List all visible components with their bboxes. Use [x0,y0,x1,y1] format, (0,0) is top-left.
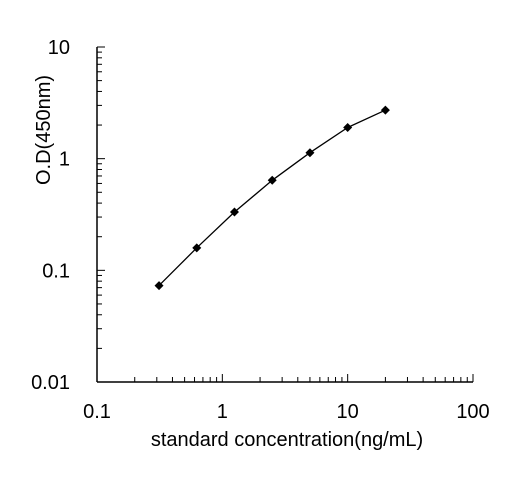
y-tick-label: 0.1 [42,260,70,282]
data-point-marker [267,175,277,185]
markers [154,105,390,291]
data-point-marker [380,105,390,115]
data-point-marker [192,243,202,253]
data-point-marker [154,281,164,291]
y-tick-label: 1 [59,149,70,171]
x-tick-label: 100 [456,401,489,423]
y-ticks [97,46,105,383]
data-point-marker [343,123,353,133]
x-tick-label: 10 [337,401,359,423]
y-tick-label: 0.01 [31,372,70,394]
x-tick-label: 1 [217,401,228,423]
x-axis-label: standard concentration(ng/mL) [151,429,423,451]
axes [96,46,474,383]
data-point-marker [229,207,239,217]
tick-labels: 0.1 1 10 100 0.01 0.1 1 10 [31,37,490,423]
data-point-marker [305,148,315,158]
y-tick-label: 10 [48,37,70,59]
y-axis-label: O.D(450nm) [33,75,55,185]
series-line [158,109,386,287]
x-ticks [96,374,474,382]
x-tick-label: 0.1 [83,401,111,423]
